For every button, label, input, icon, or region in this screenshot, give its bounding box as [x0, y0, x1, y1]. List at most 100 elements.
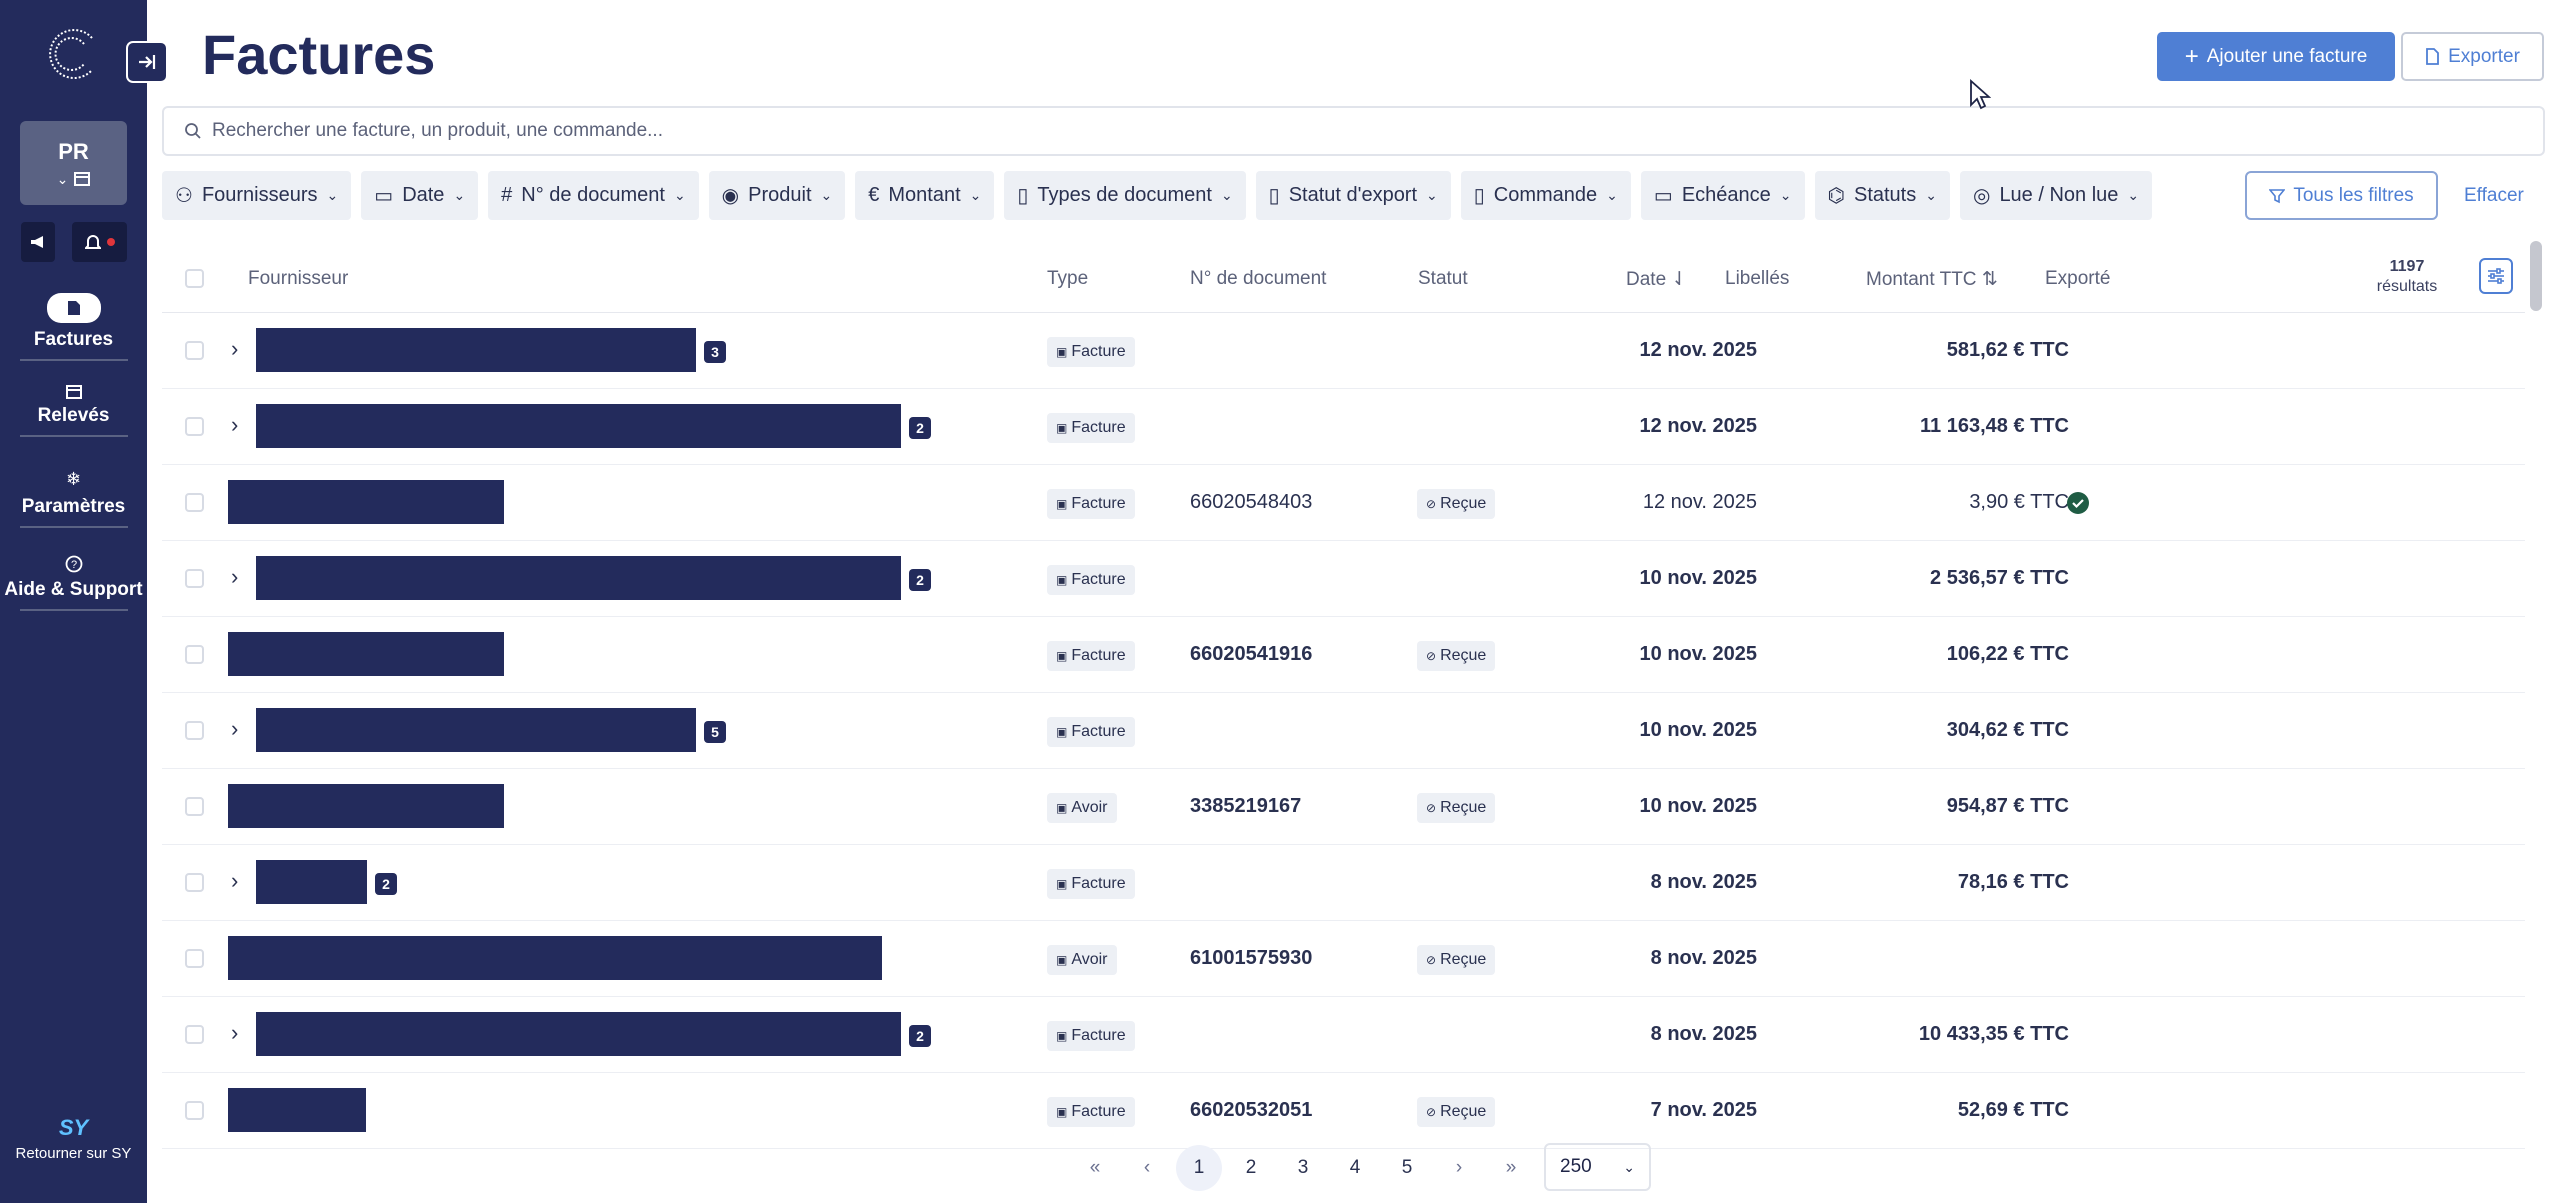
per-page-select[interactable]: 250 ⌄: [1544, 1143, 1651, 1191]
filter-read-status[interactable]: ◎ Lue / Non lue ⌄: [1959, 171, 2153, 220]
export-label: Exporter: [2448, 45, 2520, 67]
invoice-date: 7 nov. 2025: [1650, 1099, 1757, 1121]
column-header-type[interactable]: Type: [1047, 268, 1089, 289]
all-filters-button[interactable]: Tous les filtres: [2245, 171, 2438, 220]
column-settings-button[interactable]: [2479, 258, 2513, 294]
megaphone-icon: [31, 236, 43, 248]
row-checkbox[interactable]: [185, 1025, 204, 1044]
document-number: 3385219167: [1190, 795, 1302, 817]
received-status-icon: ⊘: [1426, 1105, 1437, 1119]
filter-document-number[interactable]: # N° de document ⌄: [488, 171, 699, 220]
column-header-amount[interactable]: Montant TTC ⇅: [1866, 268, 1998, 291]
expand-row-chevron-icon[interactable]: ›: [231, 336, 239, 361]
page-button[interactable]: 4: [1349, 1157, 1361, 1178]
row-checkbox[interactable]: [185, 873, 204, 892]
expand-row-chevron-icon[interactable]: ›: [231, 716, 239, 741]
filter-date[interactable]: ▭ Date ⌄: [361, 171, 479, 220]
expand-row-chevron-icon[interactable]: ›: [231, 1020, 239, 1045]
back-to-sy-link[interactable]: SY Retourner sur SY: [0, 1115, 147, 1162]
row-checkbox[interactable]: [185, 569, 204, 588]
notifications-button[interactable]: [72, 222, 127, 262]
table-row[interactable]: ▣ Facture 66020541916 ⊘ Reçue 10 nov. 2025 106…: [162, 617, 2525, 693]
sidebar-item-releves[interactable]: Relevés: [0, 383, 147, 437]
filter-label: Lue / Non lue: [1999, 184, 2119, 206]
all-filters-label: Tous les filtres: [2293, 184, 2414, 206]
tag-icon: ⌬: [1827, 185, 1845, 207]
amount-ttc: 78,16 € TTC: [1957, 871, 2069, 893]
filter-echeance[interactable]: ▭ Echéance ⌄: [1640, 171, 1805, 220]
table-row[interactable]: ▣ Facture 66020532051 ⊘ Reçue 7 nov. 2025 52,6…: [162, 1073, 2525, 1149]
table-row[interactable]: › 2 ▣ Facture 12 nov. 2025 11 163,48 € TTC: [162, 389, 2525, 465]
add-invoice-button[interactable]: + Ajouter une facture: [2157, 32, 2395, 81]
filter-produit[interactable]: ◉ Produit ⌄: [708, 171, 846, 220]
table-row[interactable]: › 2 ▣ Facture 8 nov. 2025 10 433,35 € TTC: [162, 997, 2525, 1073]
expand-row-chevron-icon[interactable]: ›: [231, 564, 239, 589]
table-row[interactable]: ▣ Facture 66020548403 ⊘ Reçue 12 nov. 2025 3,9…: [162, 465, 2525, 541]
search-icon: [185, 123, 201, 139]
first-page-button[interactable]: «: [1089, 1157, 1101, 1178]
filter-statuts[interactable]: ⌬ Statuts ⌄: [1814, 171, 1950, 220]
table-row[interactable]: ▣ Avoir 61001575930 ⊘ Reçue 8 nov. 2025: [162, 921, 2525, 997]
row-checkbox[interactable]: [185, 1101, 204, 1120]
document-type-label: Facture: [1071, 419, 1126, 436]
row-checkbox[interactable]: [185, 645, 204, 664]
store-icon: [74, 172, 91, 186]
filter-document-type[interactable]: ▯ Types de document ⌄: [1004, 171, 1246, 220]
announcements-button[interactable]: [21, 222, 55, 262]
row-checkbox[interactable]: [185, 341, 204, 360]
column-header-date[interactable]: Date ⇃: [1626, 268, 1687, 291]
page-title: Factures: [202, 23, 436, 86]
row-checkbox[interactable]: [185, 797, 204, 816]
search-placeholder: Rechercher une facture, un produit, une …: [212, 120, 663, 141]
row-checkbox[interactable]: [185, 721, 204, 740]
column-header-document-number[interactable]: N° de document: [1190, 268, 1327, 289]
sidebar-item-parametres[interactable]: ❄ Paramètres: [0, 469, 147, 528]
collapse-sidebar-button[interactable]: [126, 41, 168, 83]
next-page-button[interactable]: ›: [1455, 1157, 1463, 1178]
table-row[interactable]: ▣ Avoir 3385219167 ⊘ Reçue 10 nov. 2025 954,87…: [162, 769, 2525, 845]
row-checkbox[interactable]: [185, 417, 204, 436]
table-row[interactable]: › 5 ▣ Facture 10 nov. 2025 304,62 € TTC: [162, 693, 2525, 769]
table-scrollbar[interactable]: [2530, 241, 2542, 311]
document-type-tag: ▣ Facture: [1047, 641, 1135, 671]
notification-dot: [106, 238, 115, 246]
amount-ttc: 106,22 € TTC: [1946, 643, 2069, 665]
select-all-checkbox[interactable]: [185, 269, 204, 288]
document-type-label: Facture: [1071, 571, 1126, 588]
filter-montant[interactable]: € Montant ⌄: [855, 171, 995, 220]
filter-fournisseurs[interactable]: ⚇ Fournisseurs ⌄: [162, 171, 352, 220]
column-header-status[interactable]: Statut: [1418, 268, 1468, 289]
table-row[interactable]: › 2 ▣ Facture 8 nov. 2025 78,16 € TTC: [162, 845, 2525, 921]
previous-page-button[interactable]: ‹: [1143, 1157, 1151, 1178]
filter-export-status[interactable]: ▯ Statut d'export ⌄: [1255, 171, 1451, 220]
document-type-icon: ▣: [1056, 497, 1068, 511]
export-button[interactable]: Exporter: [2401, 32, 2544, 81]
grouped-count-badge: 3: [704, 341, 726, 363]
expand-row-chevron-icon[interactable]: ›: [231, 412, 239, 437]
row-checkbox[interactable]: [185, 949, 204, 968]
filter-commande[interactable]: ▯ Commande ⌄: [1460, 171, 1631, 220]
document-number: 66020532051: [1190, 1099, 1313, 1121]
document-type-tag: ▣ Facture: [1047, 1097, 1135, 1127]
page-button[interactable]: 5: [1401, 1157, 1413, 1178]
column-header-supplier[interactable]: Fournisseur: [248, 268, 349, 289]
sidebar-item-factures[interactable]: Factures: [0, 293, 147, 361]
column-header-exported[interactable]: Exporté: [2045, 268, 2111, 289]
search-input[interactable]: Rechercher une facture, un produit, une …: [162, 106, 2545, 156]
sidebar-item-aide-support[interactable]: ? Aide & Support: [0, 555, 147, 611]
organization-switcher[interactable]: PR ⌄: [20, 121, 127, 205]
invoice-date: 8 nov. 2025: [1650, 1023, 1757, 1045]
back-to-sy-label: Retourner sur SY: [15, 1145, 132, 1162]
column-header-labels[interactable]: Libellés: [1725, 268, 1790, 289]
row-checkbox[interactable]: [185, 493, 204, 512]
expand-row-chevron-icon[interactable]: ›: [231, 868, 239, 893]
document-icon: ▯: [1473, 185, 1485, 207]
clear-filters-link[interactable]: Effacer: [2464, 185, 2524, 206]
page-button[interactable]: 2: [1245, 1157, 1257, 1178]
invoice-date: 10 nov. 2025: [1639, 643, 1757, 665]
last-page-button[interactable]: »: [1505, 1157, 1517, 1178]
table-row[interactable]: › 3 ▣ Facture 12 nov. 2025 581,62 € TTC: [162, 313, 2525, 389]
table-row[interactable]: › 2 ▣ Facture 10 nov. 2025 2 536,57 € TTC: [162, 541, 2525, 617]
page-button-current[interactable]: 1: [1176, 1145, 1222, 1191]
page-button[interactable]: 3: [1297, 1157, 1309, 1178]
